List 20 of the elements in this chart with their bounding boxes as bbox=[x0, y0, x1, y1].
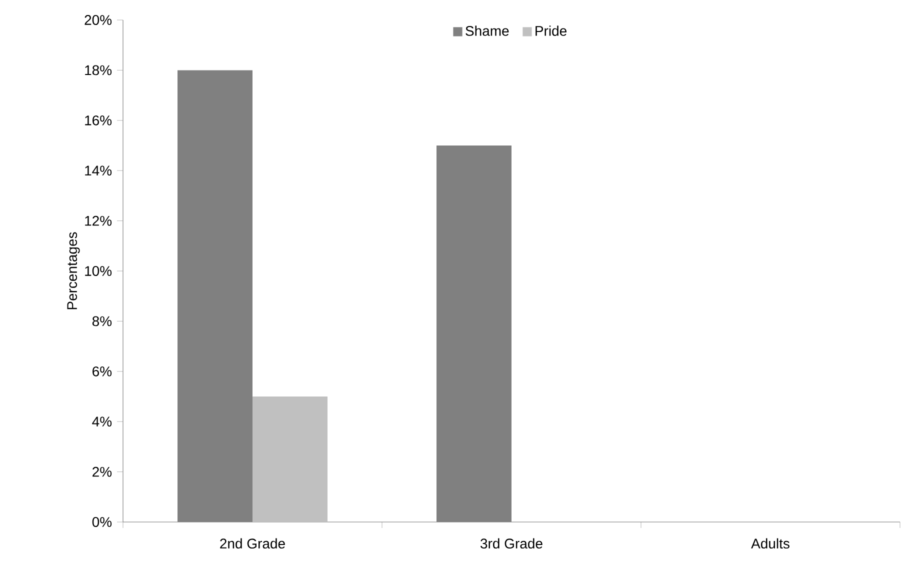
y-tick-label: 6% bbox=[92, 366, 112, 376]
x-tick-label: 2nd Grade bbox=[220, 538, 285, 549]
y-tick-label: 16% bbox=[85, 115, 112, 126]
y-tick-label: 14% bbox=[85, 166, 112, 176]
x-tick-label: 3rd Grade bbox=[480, 538, 542, 549]
bar bbox=[252, 396, 328, 522]
bar bbox=[178, 70, 253, 522]
y-axis-title: Percentages bbox=[67, 232, 80, 310]
y-tick-label: 8% bbox=[92, 316, 112, 326]
y-tick-label: 18% bbox=[85, 65, 112, 76]
y-tick-label: 12% bbox=[85, 216, 112, 226]
legend-label: Shame bbox=[466, 26, 509, 36]
y-tick-label: 10% bbox=[85, 266, 112, 276]
y-tick-label: 0% bbox=[92, 517, 112, 527]
y-tick-label: 20% bbox=[84, 15, 112, 25]
bar bbox=[436, 146, 512, 522]
x-tick-label: Adults bbox=[751, 538, 790, 549]
legend-label: Pride bbox=[536, 26, 566, 36]
y-tick-label: 2% bbox=[92, 466, 112, 477]
y-tick-label: 4% bbox=[92, 416, 112, 426]
